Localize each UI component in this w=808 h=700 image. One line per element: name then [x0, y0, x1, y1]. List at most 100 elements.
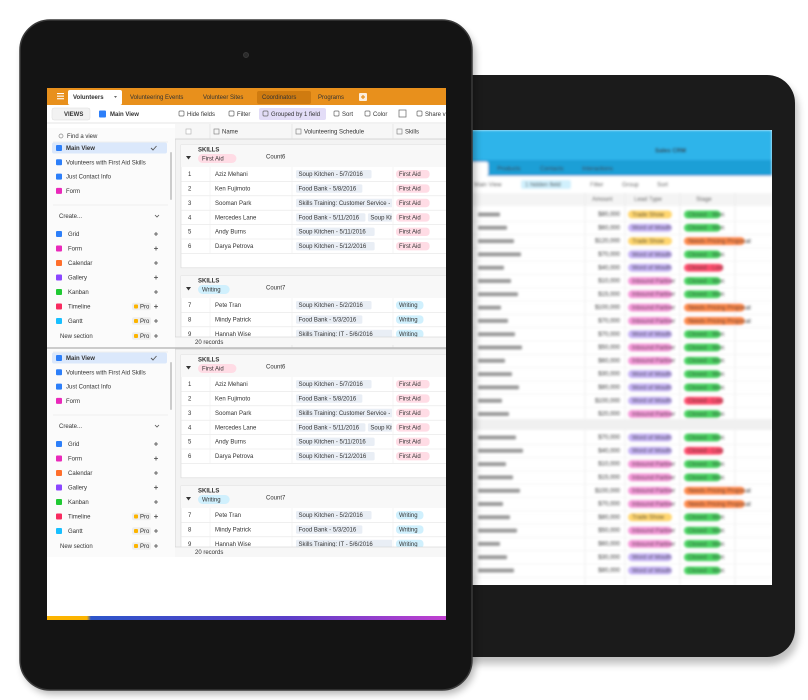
add-icon[interactable] [154, 456, 158, 461]
schedule-item[interactable]: Soup Kitchen [370, 425, 406, 431]
crm-toolbar-item[interactable]: Group [622, 183, 639, 189]
tab[interactable]: Coordinators [262, 95, 296, 101]
tab[interactable]: Volunteering Events [130, 95, 183, 101]
create-item[interactable]: Form [68, 457, 82, 463]
schedule-item[interactable]: Skills Training: Customer Service - 5/9/… [299, 201, 416, 207]
schedule-item[interactable]: Skills Training: IT - 5/6/2016 [299, 332, 374, 338]
create-item[interactable]: Gallery [68, 486, 87, 492]
group-toggle[interactable] [186, 156, 191, 160]
cell-name[interactable]: Hannah Wise [215, 332, 252, 338]
add-icon[interactable] [154, 529, 158, 533]
cell-name[interactable]: Mercedes Lane [215, 215, 257, 221]
new-section[interactable]: New section [60, 544, 93, 550]
add-icon[interactable] [154, 319, 158, 323]
view-item[interactable]: Form [66, 189, 80, 195]
cell-name[interactable]: Mindy Patrick [215, 317, 252, 323]
group-toggle[interactable] [186, 497, 191, 501]
toolbar-button[interactable]: Grouped by 1 field [271, 112, 320, 118]
schedule-item[interactable]: Food Bank - 5/8/2016 [299, 186, 357, 192]
schedule-item[interactable]: Food Bank - 5/11/2016 [299, 215, 360, 221]
find-view[interactable]: Find a view [67, 344, 98, 350]
schedule-item[interactable]: Skills Training: Customer Service - 5/9/… [299, 411, 416, 417]
cell-name[interactable]: Sooman Park [215, 201, 252, 207]
view-item[interactable]: Main View [66, 146, 95, 152]
create-item[interactable]: Kanban [68, 500, 89, 506]
cell-name[interactable]: Pete Tran [215, 513, 241, 519]
schedule-item[interactable]: Soup Kitchen - 5/2/2016 [299, 303, 364, 309]
cell-name[interactable]: Andy Burns [215, 230, 246, 236]
cell-name[interactable]: Ken Fujimoto [215, 186, 251, 192]
column-header[interactable]: Name [222, 130, 239, 136]
toolbar-button[interactable]: Filter [237, 112, 250, 118]
crm-toolbar-item[interactable]: 1 hidden field [525, 183, 561, 189]
create-item[interactable]: Gantt [68, 529, 83, 535]
view-item[interactable]: Volunteers with First Aid Skills [66, 160, 146, 166]
add-icon[interactable] [154, 500, 158, 504]
select-all[interactable] [185, 128, 192, 135]
view-item[interactable]: Main View [66, 356, 95, 362]
column-header[interactable]: Name [222, 340, 239, 346]
tab[interactable]: Programs [318, 95, 344, 101]
add-icon[interactable] [154, 514, 158, 519]
schedule-item[interactable]: Soup Kitchen [370, 215, 406, 221]
crm-toolbar-item[interactable]: Filter [590, 183, 603, 189]
cell-name[interactable]: Aziz Mehani [215, 172, 248, 178]
add-icon[interactable] [154, 304, 158, 309]
tab[interactable]: Volunteer Sites [203, 95, 243, 101]
view-item[interactable]: Volunteers with First Aid Skills [66, 370, 146, 376]
cell-name[interactable]: Darya Petrova [215, 454, 254, 460]
schedule-item[interactable]: Soup Kitchen - 5/12/2016 [299, 244, 367, 250]
add-icon[interactable] [154, 544, 158, 548]
new-section[interactable]: New section [60, 334, 93, 340]
create-item[interactable]: Timeline [68, 305, 91, 311]
cell-name[interactable]: Aziz Mehani [215, 382, 248, 388]
group-toggle[interactable] [186, 366, 191, 370]
add-icon[interactable] [154, 442, 158, 446]
column-header[interactable]: Skills [405, 130, 419, 136]
add-icon[interactable] [154, 471, 158, 475]
create-item[interactable]: Calendar [68, 261, 92, 267]
create-item[interactable]: Grid [68, 442, 79, 448]
view-item[interactable]: Form [66, 399, 80, 405]
column-header[interactable]: Volunteering Schedule [304, 130, 365, 136]
schedule-item[interactable]: Food Bank - 5/3/2016 [299, 527, 357, 533]
schedule-item[interactable]: Soup Kitchen - 5/11/2016 [299, 440, 367, 446]
cell-name[interactable]: Pete Tran [215, 303, 241, 309]
crm-toolbar-item[interactable]: Main View [474, 183, 502, 189]
create-item[interactable]: Grid [68, 232, 79, 238]
schedule-item[interactable]: Soup Kitchen - 5/12/2016 [299, 454, 367, 460]
views-button[interactable] [51, 107, 91, 121]
cell-name[interactable]: Hannah Wise [215, 542, 252, 548]
toolbar-button[interactable]: Hide fields [187, 112, 215, 118]
column-header[interactable]: Skills [405, 340, 419, 346]
group-toggle[interactable] [186, 287, 191, 291]
crm-toolbar-item[interactable]: Sort [657, 183, 668, 189]
add-icon[interactable] [154, 275, 158, 280]
cell-name[interactable]: Sooman Park [215, 411, 252, 417]
add-icon[interactable] [154, 334, 158, 338]
crm-tab[interactable]: Contacts [540, 167, 564, 173]
add-icon[interactable] [154, 246, 158, 251]
schedule-item[interactable]: Soup Kitchen - 5/2/2016 [299, 513, 364, 519]
schedule-item[interactable]: Food Bank - 5/3/2016 [299, 317, 357, 323]
view-name[interactable]: Main View [110, 112, 139, 118]
cell-name[interactable]: Ken Fujimoto [215, 396, 251, 402]
add-icon[interactable] [154, 232, 158, 236]
cell-name[interactable]: Andy Burns [215, 440, 246, 446]
schedule-item[interactable]: Food Bank - 5/8/2016 [299, 396, 357, 402]
add-icon[interactable] [154, 261, 158, 265]
cell-name[interactable]: Mercedes Lane [215, 425, 257, 431]
view-item[interactable]: Just Contact Info [66, 175, 112, 181]
create-item[interactable]: Kanban [68, 290, 89, 296]
create-item[interactable]: Calendar [68, 471, 92, 477]
create-item[interactable]: Gantt [68, 319, 83, 325]
schedule-item[interactable]: Food Bank - 5/11/2016 [299, 425, 360, 431]
tab[interactable]: Volunteers [73, 95, 104, 101]
create-item[interactable]: Form [68, 247, 82, 253]
add-icon[interactable] [154, 290, 158, 294]
crm-tab[interactable]: Products [497, 167, 521, 173]
create-item[interactable]: Gallery [68, 276, 87, 282]
cell-name[interactable]: Mindy Patrick [215, 527, 252, 533]
column-header[interactable]: Volunteering Schedule [304, 340, 365, 346]
schedule-item[interactable]: Skills Training: IT - 5/6/2016 [299, 542, 374, 548]
